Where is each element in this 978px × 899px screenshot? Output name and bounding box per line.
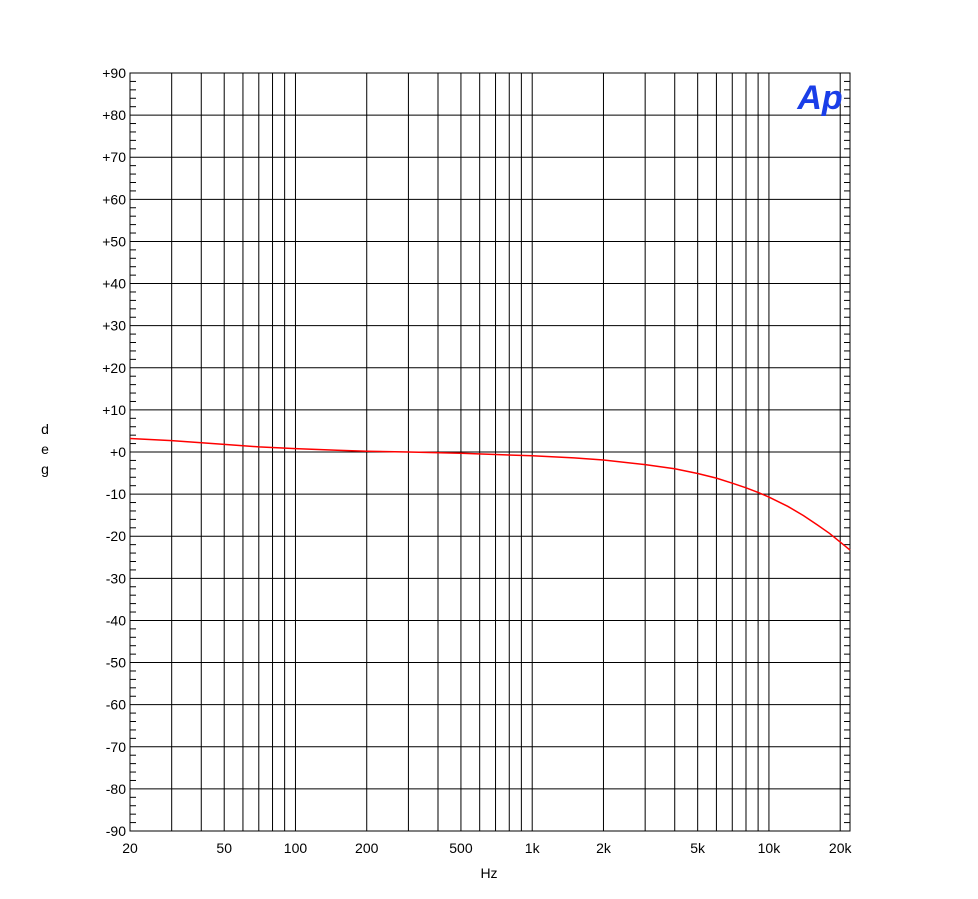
x-tick-labels: 20 50 100 200 500 1k 2k 5k 10k 20k <box>122 840 852 856</box>
y-tick-label: -40 <box>106 612 126 628</box>
x-tick-label: 100 <box>284 840 308 856</box>
y-minor-ticks <box>130 80 850 824</box>
phase-trace <box>129 437 851 551</box>
x-tick-label: 2k <box>596 840 612 856</box>
y-axis-title-char: d <box>41 421 49 437</box>
y-tick-label: -20 <box>106 528 126 544</box>
y-tick-label: +10 <box>102 402 126 418</box>
y-tick-label: +80 <box>102 107 126 123</box>
y-tick-label: -10 <box>106 486 126 502</box>
y-tick-label: +20 <box>102 360 126 376</box>
x-tick-label: 20 <box>122 840 138 856</box>
y-tick-labels: +90 +80 +70 +60 +50 +40 +30 +20 +10 +0 -10 -20 -30 -4… <box>102 65 126 839</box>
x-tick-label: 500 <box>449 840 473 856</box>
y-tick-label: +70 <box>102 149 126 165</box>
y-tick-label: +50 <box>102 233 126 249</box>
y-tick-label: +90 <box>102 65 126 81</box>
x-tick-label: 5k <box>690 840 706 856</box>
y-tick-label: -80 <box>106 781 126 797</box>
ap-logo: Ap <box>796 79 842 117</box>
x-tick-label: 20k <box>829 840 853 856</box>
plot-frame <box>129 72 851 832</box>
y-tick-label: -30 <box>106 570 126 586</box>
x-tick-label: 10k <box>758 840 782 856</box>
x-tick-label: 200 <box>355 840 379 856</box>
y-axis-title-char: e <box>41 441 49 457</box>
grid-lines <box>130 72 850 832</box>
y-tick-label: +60 <box>102 191 126 207</box>
trace-layer <box>129 437 851 551</box>
y-tick-label: +0 <box>110 444 126 460</box>
x-axis-title: Hz <box>480 865 497 881</box>
y-tick-label: -90 <box>106 823 126 839</box>
y-tick-label: -70 <box>106 739 126 755</box>
y-tick-label: -60 <box>106 697 126 713</box>
y-tick-label: -50 <box>106 655 126 671</box>
x-tick-label: 50 <box>216 840 232 856</box>
y-tick-label: +30 <box>102 318 126 334</box>
x-tick-label: 1k <box>525 840 541 856</box>
y-tick-label: +40 <box>102 276 126 292</box>
y-axis-title-char: g <box>41 461 49 477</box>
